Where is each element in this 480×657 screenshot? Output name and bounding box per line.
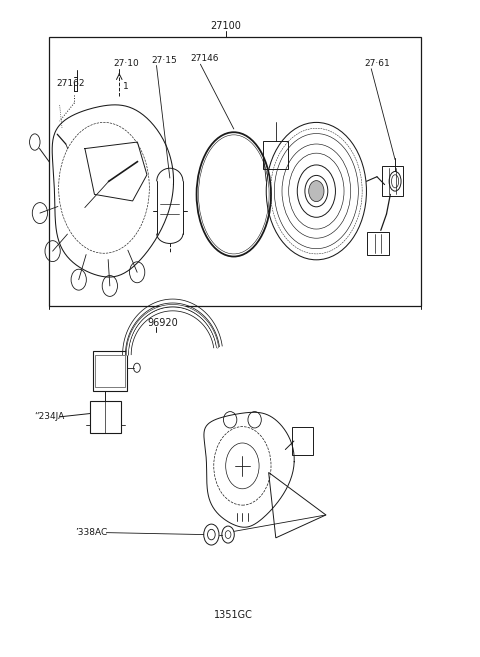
Text: 27100: 27100 [210, 20, 241, 31]
Bar [96, 355, 125, 388]
Text: ’338AC: ’338AC [75, 528, 108, 537]
Bar [93, 351, 127, 391]
Text: 1351GC: 1351GC [214, 610, 252, 620]
Bar [90, 401, 121, 432]
Text: “234JA: “234JA [34, 413, 64, 421]
Text: 1: 1 [123, 82, 129, 91]
Text: 27·15: 27·15 [152, 56, 178, 65]
Text: 96920: 96920 [147, 318, 178, 328]
Text: 27·10: 27·10 [114, 59, 139, 68]
Text: 27146: 27146 [190, 55, 218, 64]
Text: 27162: 27162 [56, 79, 85, 87]
Circle shape [309, 181, 324, 202]
Bar [264, 141, 288, 169]
Bar [49, 37, 421, 306]
Text: 27·61: 27·61 [364, 59, 390, 68]
